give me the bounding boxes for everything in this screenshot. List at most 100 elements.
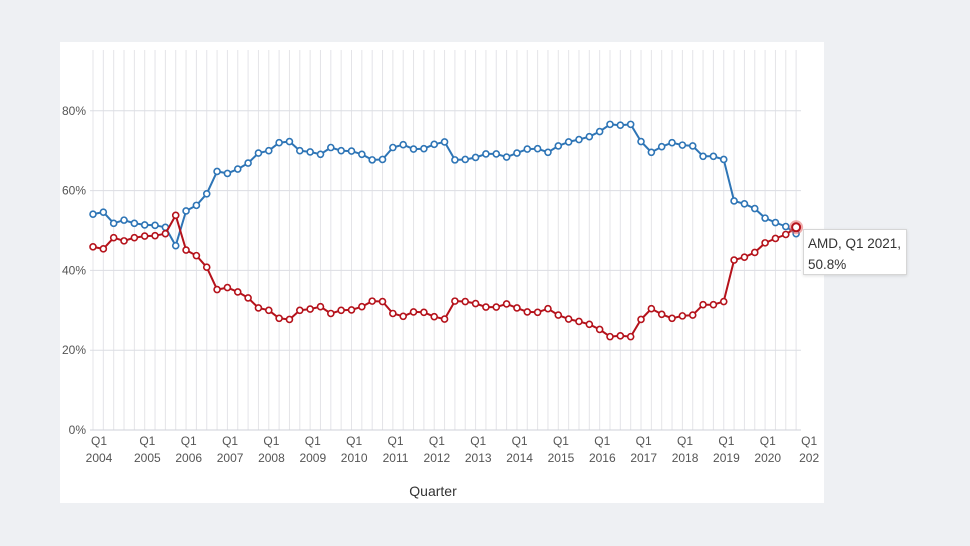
intel-data-point — [327, 143, 335, 152]
amd-data-point — [275, 314, 283, 323]
intel-data-point — [99, 208, 108, 216]
grid-layer — [90, 50, 801, 431]
intel-data-point — [451, 156, 459, 164]
amd-data-point — [482, 303, 490, 311]
intel-data-point — [140, 221, 149, 229]
x-tick-quarter: Q1 — [760, 434, 776, 448]
intel-data-point — [647, 148, 656, 157]
x-tick-year: 2007 — [217, 451, 244, 465]
intel-data-point — [399, 140, 408, 149]
intel-data-point — [285, 137, 294, 146]
intel-data-point — [657, 142, 666, 151]
x-tick-quarter: Q1 — [263, 434, 279, 448]
x-tick-year: 2006 — [175, 451, 202, 465]
amd-data-point — [244, 294, 252, 302]
intel-data-point — [740, 199, 749, 208]
amd-data-point — [409, 308, 418, 316]
x-tick-year: 2015 — [548, 451, 575, 465]
intel-data-point — [358, 150, 366, 159]
amd-data-point — [171, 211, 180, 220]
intel-data-point — [544, 148, 552, 157]
amd-data-point — [202, 263, 211, 272]
amd-data-point — [657, 310, 666, 319]
amd-data-point — [461, 297, 470, 306]
intel-data-point — [244, 159, 252, 167]
amd-data-point — [647, 304, 656, 313]
amd-data-point — [750, 248, 759, 257]
amd-data-point — [585, 320, 594, 329]
y-tick-label: 60% — [62, 184, 86, 198]
amd-data-point — [430, 312, 439, 321]
amd-data-point — [120, 237, 128, 245]
amd-data-point — [337, 306, 345, 315]
amd-data-point — [182, 246, 190, 254]
amd-data-point — [523, 308, 532, 316]
amd-data-point — [709, 300, 718, 309]
highlight-layer — [789, 220, 804, 235]
intel-data-point — [430, 140, 439, 149]
intel-data-point — [223, 169, 232, 178]
amd-data-point — [502, 300, 511, 308]
x-tick-year: 2013 — [465, 451, 492, 465]
amd-data-point — [327, 309, 335, 318]
amd-data-point — [389, 309, 397, 318]
intel-data-point — [523, 145, 532, 153]
intel-data-point — [89, 210, 97, 218]
x-tick-quarter: Q1 — [139, 434, 155, 448]
amd-data-point — [678, 312, 687, 320]
intel-data-point — [761, 214, 769, 222]
intel-data-point — [420, 144, 428, 153]
intel-data-point — [171, 241, 180, 250]
x-tick-year: 2012 — [424, 451, 451, 465]
intel-data-point — [389, 143, 397, 152]
intel-data-point — [130, 219, 139, 228]
intel-data-point — [316, 150, 325, 159]
intel-data-point — [730, 197, 738, 205]
amd-data-point — [440, 315, 449, 323]
intel-data-point — [368, 156, 376, 164]
x-tick-quarter: Q1 — [388, 434, 404, 448]
amd-data-point — [99, 245, 108, 253]
x-tick-year: 2009 — [299, 451, 326, 465]
x-tick-year: 2005 — [134, 451, 161, 465]
amd-data-point — [347, 306, 356, 314]
x-tick-quarter: Q1 — [718, 434, 734, 448]
x-tick-quarter: Q1 — [91, 434, 107, 448]
x-tick-quarter: Q1 — [553, 434, 569, 448]
amd-data-point — [637, 315, 645, 324]
intel-data-point — [213, 167, 221, 176]
amd-data-point — [151, 231, 159, 240]
intel-data-point — [595, 127, 604, 136]
amd-data-point — [668, 314, 676, 323]
amd-data-point — [564, 315, 573, 323]
x-tick-year: 2011 — [383, 451, 409, 465]
tooltip-series-label: AMD, Q1 2021, — [808, 236, 902, 251]
amd-data-point — [492, 303, 501, 311]
intel-data-point — [750, 204, 759, 213]
intel-data-point — [688, 142, 697, 150]
intel-data-point — [275, 138, 283, 147]
intel-data-point — [337, 146, 345, 155]
intel-data-point — [533, 144, 542, 153]
intel-data-point — [668, 138, 676, 147]
amd-data-point — [306, 305, 314, 313]
amd-data-point — [316, 302, 325, 311]
amd-data-point — [140, 232, 149, 240]
amd-data-point — [688, 311, 697, 319]
highlight-point — [791, 222, 802, 233]
intel-data-point — [192, 201, 201, 210]
y-tick-label: 20% — [62, 343, 86, 357]
intel-data-point — [513, 149, 521, 157]
tooltip-value: 50.8% — [808, 257, 847, 272]
amd-data-point — [420, 308, 428, 317]
amd-data-point — [109, 233, 118, 242]
intel-data-point — [151, 221, 159, 230]
line-chart: 0% 20% 40% 60% 80% Q1 2004 Q1 2005 Q1 2006 Q1 2007 Q1… — [62, 50, 819, 499]
amd-data-point — [451, 297, 459, 305]
amd-data-point — [781, 230, 790, 239]
amd-data-point — [233, 288, 242, 296]
intel-data-point — [254, 149, 263, 157]
intel-data-point — [781, 222, 790, 231]
amd-data-point — [626, 332, 635, 341]
intel-data-point — [564, 138, 573, 146]
